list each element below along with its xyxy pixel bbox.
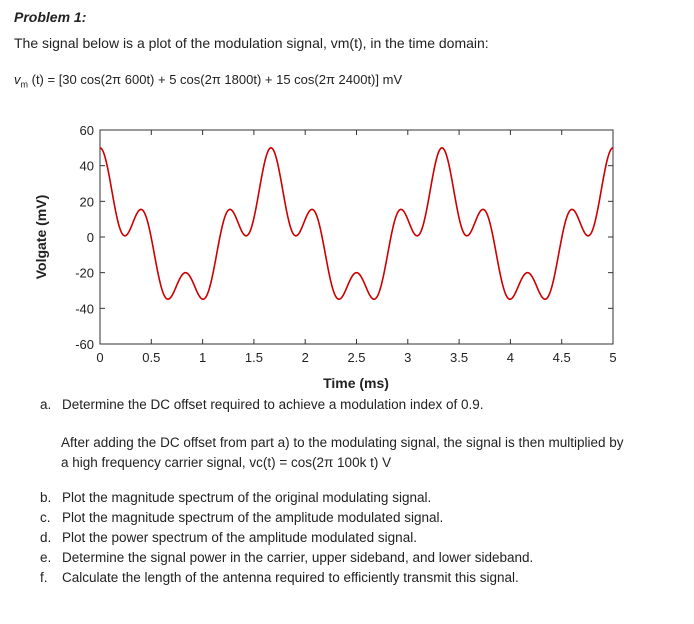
- x-tick-label: 1: [199, 350, 206, 365]
- carrier-paragraph: After adding the DC offset from part a) …: [61, 433, 686, 473]
- x-tick-label: 3: [404, 350, 411, 365]
- y-tick-label: 0: [87, 230, 94, 245]
- y-tick-label: -40: [75, 301, 94, 316]
- x-tick-label: 4: [507, 350, 514, 365]
- x-tick-label: 0.5: [142, 350, 160, 365]
- signal-line: [99, 147, 614, 301]
- axis-ticks: [99, 129, 614, 345]
- y-tick-label: -20: [75, 266, 94, 281]
- question-e-text: Determine the signal power in the carrie…: [62, 550, 534, 565]
- question-e: e. Determine the signal power in the carr…: [40, 550, 533, 565]
- carrier-paragraph-line1: After adding the DC offset from part a) …: [61, 435, 624, 450]
- question-c: c. Plot the magnitude spectrum of the amp…: [40, 510, 443, 525]
- question-f: f. Calculate the length of the antenna re…: [40, 570, 519, 585]
- question-c-label: c.: [40, 510, 51, 525]
- equation-subscript: m: [20, 79, 29, 90]
- x-tick-labels: 0 0.5 1 1.5 2 2.5 3 3.5 4 4.5 5: [96, 350, 616, 365]
- x-tick-label: 3.5: [450, 350, 468, 365]
- question-b-text: Plot the magnitude spectrum of the origi…: [62, 490, 432, 505]
- question-e-label: e.: [40, 550, 52, 565]
- x-tick-label: 0: [96, 350, 103, 365]
- question-f-text: Calculate the length of the antenna requ…: [62, 570, 519, 585]
- question-b-label: b.: [40, 490, 52, 505]
- y-tick-label: 60: [80, 123, 94, 138]
- question-a-text: Determine the DC offset required to achi…: [62, 397, 484, 412]
- signal-equation: vm (t) = [30 cos(2π 600t) + 5 cos(2π 180…: [14, 72, 402, 90]
- question-d-text: Plot the power spectrum of the amplitude…: [62, 530, 417, 545]
- x-tick-label: 5: [609, 350, 616, 365]
- y-tick-label: 40: [80, 159, 94, 174]
- question-a-label: a.: [40, 397, 52, 412]
- y-axis-label: Volgate (mV): [33, 195, 49, 280]
- x-tick-label: 2.5: [347, 350, 365, 365]
- x-axis-label: Time (ms): [323, 375, 389, 391]
- intro-text: The signal below is a plot of the modula…: [14, 35, 489, 51]
- y-tick-label: -60: [75, 337, 94, 352]
- modulation-signal-plot: 0 0.5 1 1.5 2 2.5 3 3.5 4 4.5 5 60 40 20 0 -20 -40 -60 T…: [33, 123, 617, 391]
- problem-heading: Problem 1:: [14, 9, 87, 25]
- equation-body: (t) = [30 cos(2π 600t) + 5 cos(2π 1800t)…: [28, 72, 403, 87]
- question-b: b. Plot the magnitude spectrum of the ori…: [40, 490, 431, 505]
- question-d: d. Plot the power spectrum of the amplitu…: [40, 530, 417, 545]
- carrier-paragraph-line2: a high frequency carrier signal, vc(t) =…: [61, 455, 392, 470]
- question-c-text: Plot the magnitude spectrum of the ampli…: [62, 510, 444, 525]
- plot-frame: [99, 129, 614, 345]
- y-tick-label: 20: [80, 194, 94, 209]
- equation-v: v: [14, 72, 21, 87]
- x-tick-label: 4.5: [553, 350, 571, 365]
- question-d-label: d.: [40, 530, 52, 545]
- question-f-label: f.: [40, 570, 48, 585]
- question-a: a. Determine the DC offset required to ac…: [40, 397, 484, 412]
- y-tick-labels: 60 40 20 0 -20 -40 -60: [75, 123, 94, 352]
- x-tick-label: 1.5: [245, 350, 263, 365]
- x-tick-label: 2: [302, 350, 309, 365]
